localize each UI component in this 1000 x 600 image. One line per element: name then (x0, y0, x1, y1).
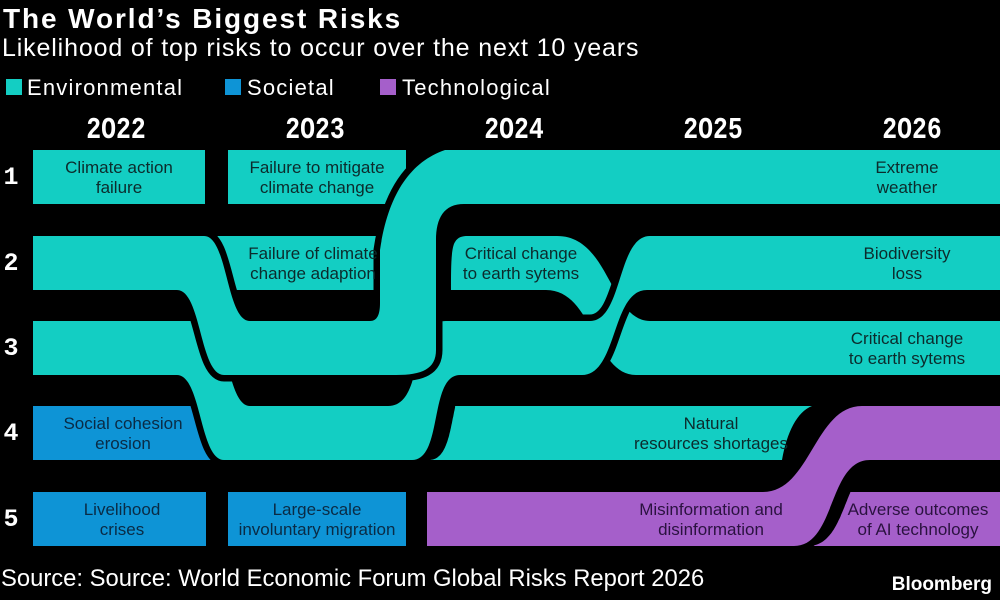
svg-text:2O23: 2O23 (285, 114, 345, 148)
svg-text:Misinformation and: Misinformation and (639, 500, 783, 519)
svg-text:2O24: 2O24 (484, 114, 544, 148)
svg-text:4: 4 (3, 419, 18, 448)
svg-text:erosion: erosion (95, 434, 151, 453)
svg-text:1: 1 (3, 163, 18, 192)
svg-text:Environmental: Environmental (27, 75, 183, 100)
svg-text:of AI technology: of AI technology (858, 520, 979, 539)
svg-text:change adaption: change adaption (250, 264, 376, 283)
svg-text:Large-scale: Large-scale (273, 500, 362, 519)
svg-text:Failure to mitigate: Failure to mitigate (249, 158, 384, 177)
svg-text:3: 3 (3, 334, 18, 363)
svg-text:2O25: 2O25 (683, 114, 743, 148)
svg-text:Biodiversity: Biodiversity (864, 244, 951, 263)
svg-text:failure: failure (96, 178, 142, 197)
svg-text:Critical change: Critical change (465, 244, 577, 263)
svg-text:2O22: 2O22 (86, 114, 146, 148)
svg-text:resources shortages: resources shortages (634, 434, 788, 453)
svg-text:climate change: climate change (260, 178, 374, 197)
svg-text:involuntary migration: involuntary migration (239, 520, 396, 539)
svg-text:Adverse outcomes: Adverse outcomes (848, 500, 989, 519)
svg-text:Natural: Natural (684, 414, 739, 433)
svg-text:crises: crises (100, 520, 144, 539)
svg-text:Bloomberg: Bloomberg (892, 574, 992, 595)
svg-text:loss: loss (892, 264, 922, 283)
svg-text:Livelihood: Livelihood (84, 500, 161, 519)
svg-text:Societal: Societal (247, 75, 335, 100)
svg-text:The World’s Biggest Risks: The World’s Biggest Risks (3, 3, 402, 34)
svg-text:2: 2 (3, 249, 18, 278)
svg-text:Critical change: Critical change (851, 329, 963, 348)
svg-text:to earth sytems: to earth sytems (849, 349, 965, 368)
svg-text:Climate action: Climate action (65, 158, 173, 177)
svg-text:2O26: 2O26 (882, 114, 942, 148)
svg-text:Technological: Technological (402, 75, 551, 100)
svg-text:to earth sytems: to earth sytems (463, 264, 579, 283)
svg-text:Extreme: Extreme (875, 158, 938, 177)
svg-text:Social cohesion: Social cohesion (63, 414, 182, 433)
svg-text:Likelihood of top risks to occ: Likelihood of top risks to occur over th… (2, 34, 639, 62)
svg-text:disinformation: disinformation (658, 520, 764, 539)
svg-text:5: 5 (3, 505, 18, 534)
svg-text:weather: weather (876, 178, 938, 197)
svg-text:Source: Source: World Economic: Source: Source: World Economic Forum Glo… (1, 565, 704, 592)
svg-text:Failure of climate: Failure of climate (248, 244, 377, 263)
